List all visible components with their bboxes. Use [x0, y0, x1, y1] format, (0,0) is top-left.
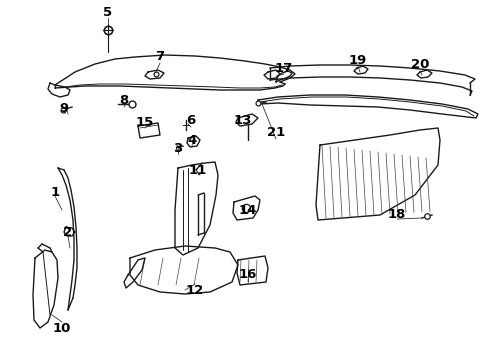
- Text: 12: 12: [186, 284, 204, 297]
- Text: 16: 16: [239, 269, 257, 282]
- Text: 1: 1: [50, 185, 60, 198]
- Text: 9: 9: [59, 102, 69, 114]
- Text: 6: 6: [186, 114, 196, 127]
- Text: 7: 7: [155, 50, 165, 63]
- Text: 5: 5: [103, 5, 113, 18]
- Text: 13: 13: [234, 114, 252, 127]
- Text: 18: 18: [388, 208, 406, 221]
- Text: 21: 21: [267, 126, 285, 139]
- Text: 19: 19: [349, 54, 367, 67]
- Text: 15: 15: [136, 116, 154, 129]
- Text: 11: 11: [189, 163, 207, 176]
- Text: 4: 4: [187, 134, 196, 147]
- Text: 3: 3: [173, 141, 183, 154]
- Text: 17: 17: [275, 62, 293, 75]
- Text: 10: 10: [53, 321, 71, 334]
- Text: 8: 8: [120, 94, 128, 108]
- Text: 20: 20: [411, 58, 429, 72]
- Text: 2: 2: [63, 225, 73, 238]
- Text: 14: 14: [239, 203, 257, 216]
